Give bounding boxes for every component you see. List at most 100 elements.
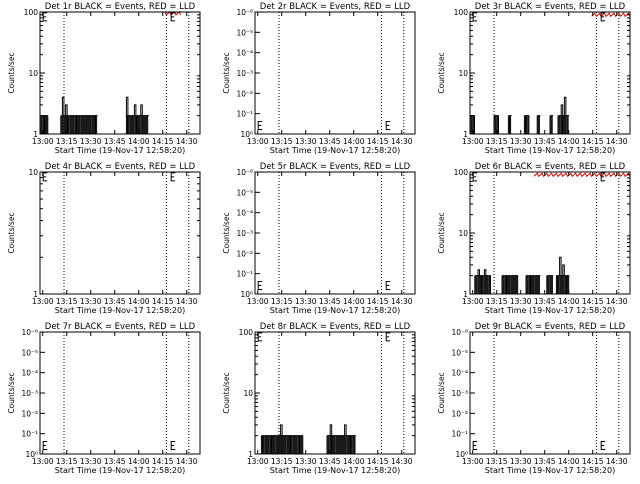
x-tick-label: 13:30 bbox=[295, 137, 317, 146]
y-tick-label: 10⁻⁶ bbox=[236, 8, 253, 17]
x-tick-label: 14:00 bbox=[343, 137, 365, 146]
x-tick-label: 14:30 bbox=[176, 297, 198, 306]
y-tick-label: 10⁻² bbox=[236, 249, 253, 258]
x-tick-label: 13:45 bbox=[319, 297, 341, 306]
chart-title: Det 8r BLACK = Events, RED = LLD bbox=[260, 322, 411, 332]
x-tick-label: 14:00 bbox=[558, 297, 580, 306]
range-marker bbox=[472, 440, 478, 450]
range-marker bbox=[257, 280, 263, 290]
x-tick-label: 14:00 bbox=[128, 457, 150, 466]
y-tick-label: 10⁻⁵ bbox=[451, 348, 468, 357]
y-tick-label: 1 bbox=[463, 290, 468, 299]
y-tick-label: 10⁻³ bbox=[236, 69, 253, 78]
y-tick-label: 10⁰ bbox=[455, 450, 468, 459]
y-tick-label: 10⁻¹ bbox=[21, 430, 38, 439]
x-tick-label: 13:00 bbox=[462, 137, 484, 146]
chart-panel-8: Det 8r BLACK = Events, RED = LLD 13:00 13:… bbox=[222, 322, 416, 475]
x-tick-label: 13:00 bbox=[462, 457, 484, 466]
x-tick-label: 14:30 bbox=[176, 457, 198, 466]
chart-title: Det 1r BLACK = Events, RED = LLD bbox=[45, 2, 196, 12]
chart-title: Det 6r BLACK = Events, RED = LLD bbox=[475, 162, 626, 172]
y-tick-label: 100 bbox=[454, 8, 469, 17]
x-tick-label: 14:00 bbox=[558, 457, 580, 466]
x-tick-label: 14:15 bbox=[582, 137, 604, 146]
x-tick-label: 13:00 bbox=[462, 297, 484, 306]
x-tick-label: 13:00 bbox=[32, 137, 54, 146]
y-axis-label: Counts/sec bbox=[222, 52, 231, 93]
y-tick-label: 10⁻³ bbox=[451, 389, 468, 398]
x-tick-label: 13:30 bbox=[510, 137, 532, 146]
x-tick-label: 14:15 bbox=[582, 457, 604, 466]
y-tick-label: 10⁻⁵ bbox=[236, 188, 253, 197]
y-tick-label: 10⁻² bbox=[21, 409, 38, 418]
y-tick-label: 10 bbox=[243, 389, 253, 398]
x-tick-label: 13:45 bbox=[534, 297, 556, 306]
range-marker bbox=[42, 172, 48, 182]
x-tick-label: 13:00 bbox=[32, 457, 54, 466]
x-tick-label: 13:00 bbox=[247, 137, 269, 146]
x-axis-label: Start Time (19-Nov-17 12:58:20) bbox=[485, 466, 615, 475]
plot-frame bbox=[39, 171, 201, 295]
lld-series bbox=[591, 12, 631, 18]
range-marker bbox=[42, 12, 48, 22]
y-tick-label: 10⁻⁴ bbox=[451, 369, 468, 378]
x-tick-label: 13:30 bbox=[80, 137, 102, 146]
range-marker bbox=[385, 332, 391, 342]
range-marker bbox=[42, 440, 48, 450]
events-series bbox=[39, 96, 149, 134]
x-tick-label: 13:00 bbox=[247, 297, 269, 306]
x-tick-label: 13:45 bbox=[104, 457, 126, 466]
y-tick-label: 10 bbox=[458, 229, 468, 238]
y-tick-label: 10⁻⁴ bbox=[21, 369, 38, 378]
x-tick-label: 14:15 bbox=[367, 137, 389, 146]
y-tick-label: 10⁻¹ bbox=[236, 110, 253, 119]
y-tick-label: 10⁻¹ bbox=[236, 270, 253, 279]
events-series bbox=[474, 256, 570, 294]
x-axis-label: Start Time (19-Nov-17 12:58:20) bbox=[270, 146, 400, 155]
x-tick-label: 13:30 bbox=[510, 297, 532, 306]
x-tick-label: 13:45 bbox=[534, 457, 556, 466]
x-tick-label: 13:00 bbox=[247, 457, 269, 466]
x-tick-label: 13:30 bbox=[295, 297, 317, 306]
y-tick-label: 10⁻⁴ bbox=[236, 49, 253, 58]
chart-panel-3: Det 3r BLACK = Events, RED = LLD 13:00 13:… bbox=[437, 2, 631, 155]
y-tick-label: 10⁻¹ bbox=[451, 430, 468, 439]
chart-title: Det 7r BLACK = Events, RED = LLD bbox=[45, 322, 196, 332]
x-tick-label: 14:30 bbox=[176, 137, 198, 146]
y-tick-label: 1 bbox=[248, 450, 253, 459]
chart-title: Det 3r BLACK = Events, RED = LLD bbox=[475, 2, 626, 12]
y-tick-label: 10⁻⁴ bbox=[236, 209, 253, 218]
y-tick-label: 10⁰ bbox=[240, 130, 253, 139]
x-tick-label: 14:15 bbox=[367, 457, 389, 466]
y-tick-label: 10⁰ bbox=[240, 290, 253, 299]
y-axis-label: Counts/sec bbox=[7, 372, 16, 413]
y-axis-label: Counts/sec bbox=[7, 212, 16, 253]
x-tick-label: 14:15 bbox=[582, 297, 604, 306]
chart-title: Det 5r BLACK = Events, RED = LLD bbox=[260, 162, 411, 172]
x-axis-label: Start Time (19-Nov-17 12:58:20) bbox=[55, 306, 185, 315]
x-axis-label: Start Time (19-Nov-17 12:58:20) bbox=[55, 466, 185, 475]
x-tick-label: 13:15 bbox=[271, 137, 293, 146]
y-axis-label: Counts/sec bbox=[222, 372, 231, 413]
range-marker bbox=[600, 172, 606, 182]
y-tick-label: 1 bbox=[463, 130, 468, 139]
lld-series bbox=[164, 11, 182, 16]
range-marker bbox=[170, 440, 176, 450]
x-tick-label: 14:15 bbox=[152, 137, 174, 146]
x-axis-label: Start Time (19-Nov-17 12:58:20) bbox=[485, 146, 615, 155]
x-tick-label: 14:00 bbox=[558, 137, 580, 146]
x-tick-label: 14:00 bbox=[343, 457, 365, 466]
x-tick-label: 13:15 bbox=[271, 297, 293, 306]
y-tick-label: 10 bbox=[28, 69, 38, 78]
y-tick-label: 100 bbox=[454, 168, 469, 177]
y-axis-label: Counts/sec bbox=[222, 212, 231, 253]
y-tick-label: 10⁰ bbox=[25, 450, 38, 459]
x-tick-label: 13:45 bbox=[319, 457, 341, 466]
x-tick-label: 14:30 bbox=[391, 137, 413, 146]
x-tick-label: 14:30 bbox=[391, 297, 413, 306]
